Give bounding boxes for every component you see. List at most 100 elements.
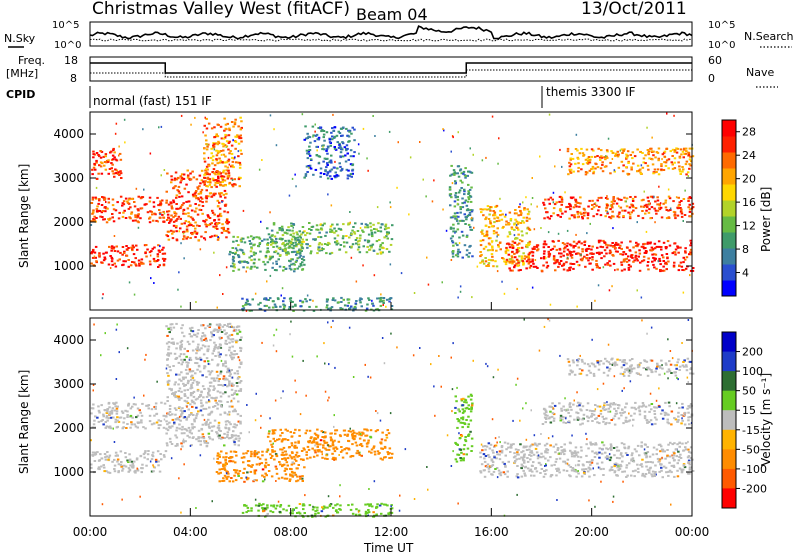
heatmap-scatter-point (637, 221, 639, 223)
heatmap-cell (339, 434, 342, 436)
heatmap-cell (647, 169, 650, 171)
heatmap-cell (281, 441, 284, 443)
heatmap-cell (168, 239, 171, 241)
heatmap-cell (655, 254, 658, 256)
heatmap-cell (680, 262, 683, 264)
heatmap-scatter-point (94, 256, 96, 258)
heatmap-cell (211, 370, 214, 372)
heatmap-cell (215, 182, 218, 184)
heatmap-cell (221, 161, 224, 163)
heatmap-cell (193, 420, 196, 422)
heatmap-cell (110, 250, 113, 252)
heatmap-cell (460, 417, 463, 419)
heatmap-cell (653, 257, 656, 259)
heatmap-cell (615, 153, 618, 155)
heatmap-cell (639, 270, 642, 272)
heatmap-scatter-point (456, 182, 458, 184)
heatmap-cell (569, 204, 572, 206)
heatmap-cell (201, 335, 204, 337)
heatmap-cell (562, 264, 565, 266)
heatmap-cell (193, 391, 196, 393)
heatmap-cell (200, 324, 203, 326)
heatmap-cell (283, 457, 286, 459)
heatmap-cell (299, 300, 302, 302)
heatmap-cell (312, 509, 315, 511)
heatmap-cell (187, 177, 190, 179)
heatmap-cell (175, 203, 178, 205)
heatmap-cell (546, 262, 549, 264)
heatmap-cell (255, 453, 257, 455)
heatmap-cell (209, 385, 212, 387)
heatmap-cell (129, 460, 132, 462)
heatmap-cell (93, 163, 96, 165)
heatmap-scatter-point (577, 264, 579, 266)
heatmap-cell (303, 264, 306, 266)
heatmap-cell (196, 362, 199, 364)
heatmap-cell (265, 462, 268, 464)
heatmap-cell (219, 196, 222, 198)
heatmap-cell (564, 246, 567, 248)
heatmap-cell (91, 173, 94, 175)
heatmap-cell (253, 254, 256, 256)
heatmap-cell (286, 229, 289, 231)
heatmap-cell (193, 419, 196, 421)
heatmap-cell (306, 150, 309, 152)
heatmap-cell (123, 465, 126, 467)
heatmap-cell (218, 435, 221, 437)
heatmap-cell (251, 464, 254, 466)
noise-tick-right-top: 10^5 (708, 20, 735, 31)
heatmap-cell (180, 371, 183, 373)
heatmap-cell (283, 297, 286, 299)
beam-label: Beam 04 (356, 5, 428, 24)
heatmap-cell (243, 456, 246, 458)
heatmap-cell (637, 215, 640, 217)
heatmap-cell (292, 223, 295, 225)
heatmap-cell (340, 301, 343, 303)
heatmap-cell (205, 168, 208, 170)
heatmap-cell (317, 512, 320, 514)
heatmap-cell (199, 175, 202, 177)
heatmap-cell (93, 423, 96, 425)
heatmap-cell (678, 197, 681, 199)
heatmap-cell (286, 461, 289, 463)
heatmap-cell (245, 452, 248, 454)
heatmap-cell (606, 149, 609, 151)
heatmap-cell (498, 220, 501, 222)
heatmap-cell (115, 159, 118, 161)
heatmap-cell (665, 165, 668, 167)
heatmap-cell (183, 410, 186, 412)
heatmap-cell (168, 346, 171, 348)
heatmap-scatter-point (246, 271, 248, 273)
heatmap-cell (324, 436, 327, 438)
heatmap-cell (672, 200, 675, 202)
heatmap-scatter-point (374, 274, 376, 276)
heatmap-cell (201, 374, 204, 376)
heatmap-scatter-point (470, 147, 472, 149)
heatmap-cell (359, 297, 362, 299)
heatmap-scatter-point (646, 231, 648, 233)
heatmap-cell (658, 148, 661, 150)
heatmap-cell (180, 413, 183, 415)
heatmap-cell (380, 230, 383, 232)
heatmap-cell (269, 453, 272, 455)
heatmap-cell (117, 426, 120, 428)
heatmap-cell (377, 222, 380, 224)
heatmap-cell (464, 213, 467, 215)
heatmap-cell (467, 201, 470, 203)
heatmap-cell (302, 508, 305, 510)
heatmap-cell (294, 239, 297, 241)
heatmap-cell (175, 374, 178, 376)
heatmap-cell (635, 242, 638, 244)
heatmap-cell (204, 327, 207, 329)
heatmap-cell (274, 440, 277, 442)
heatmap-cell (561, 213, 564, 215)
heatmap-cell (513, 261, 516, 263)
heatmap-cell (388, 452, 391, 454)
heatmap-cell (324, 432, 327, 434)
heatmap-cell (186, 366, 189, 368)
heatmap-cell (626, 464, 629, 466)
heatmap-cell (465, 407, 468, 409)
heatmap-scatter-point (219, 274, 221, 276)
heatmap-cell (234, 148, 237, 150)
heatmap-cell (467, 208, 470, 210)
